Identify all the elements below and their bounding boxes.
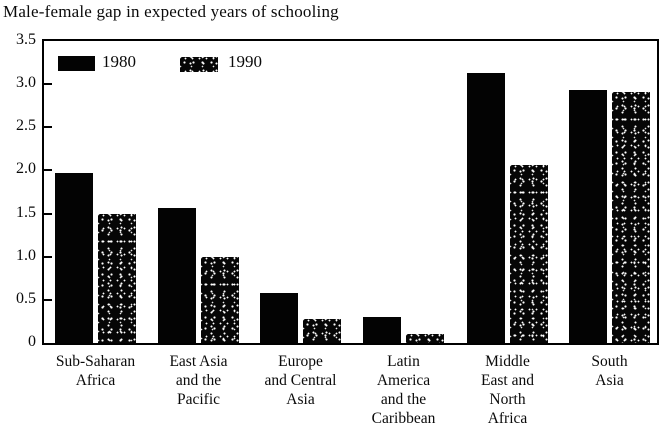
y-axis-tick-mark-0.5 bbox=[44, 298, 52, 301]
legend-label-1990: 1990 bbox=[228, 52, 262, 71]
bar-1980-2 bbox=[260, 293, 298, 343]
bar-1990-0 bbox=[98, 214, 136, 343]
bar-1990-4 bbox=[510, 165, 548, 343]
legend-label-1980: 1980 bbox=[102, 52, 136, 71]
bar-1990-2 bbox=[303, 319, 341, 343]
bar-1990-5 bbox=[612, 92, 650, 343]
bar-1990-3 bbox=[406, 334, 444, 343]
x-axis-group-label-1: East Asia and the Pacific bbox=[169, 353, 228, 408]
y-axis-tick-label-2.0: 2.0 bbox=[16, 160, 36, 178]
y-axis-tick-label-3.5: 3.5 bbox=[16, 31, 36, 48]
y-axis-tick-label-1.5: 1.5 bbox=[16, 203, 36, 221]
y-axis-tick-mark-2.5 bbox=[44, 126, 52, 129]
x-axis-group-label-5: South Asia bbox=[591, 353, 628, 389]
y-axis-tick-label-0: 0 bbox=[28, 333, 36, 350]
x-axis-group-label-4: Middle East and North Africa bbox=[481, 353, 534, 427]
bar-1980-0 bbox=[55, 173, 93, 343]
y-axis-tick-mark-3.0 bbox=[44, 83, 52, 86]
y-axis-tick-mark-2.0 bbox=[44, 169, 52, 172]
y-axis-tick-label-0.5: 0.5 bbox=[16, 289, 36, 307]
bar-1980-3 bbox=[363, 317, 401, 343]
bar-1980-4 bbox=[467, 73, 505, 343]
y-axis-tick-mark-1.0 bbox=[44, 255, 52, 258]
y-axis-tick-label-1.0: 1.0 bbox=[16, 246, 36, 264]
bar-1990-1 bbox=[201, 257, 239, 343]
y-axis-tick-mark-1.5 bbox=[44, 212, 52, 215]
legend-swatch-1990 bbox=[180, 57, 218, 72]
legend-swatch-1980 bbox=[58, 56, 95, 71]
y-axis-tick-label-2.5: 2.5 bbox=[16, 117, 36, 135]
bar-1980-1 bbox=[158, 208, 196, 343]
y-axis-tick-label-3.0: 3.0 bbox=[16, 74, 36, 92]
x-axis-group-label-0: Sub-Saharan Africa bbox=[55, 353, 136, 389]
x-axis-group-label-2: Europe and Central Asia bbox=[264, 353, 337, 408]
chart-title: Male-female gap in expected years of sch… bbox=[3, 2, 339, 21]
bar-1980-5 bbox=[569, 90, 607, 343]
x-axis-group-label-3: Latin America and the Caribbean bbox=[371, 353, 436, 427]
plot-area: 1980 1990 bbox=[42, 39, 659, 345]
